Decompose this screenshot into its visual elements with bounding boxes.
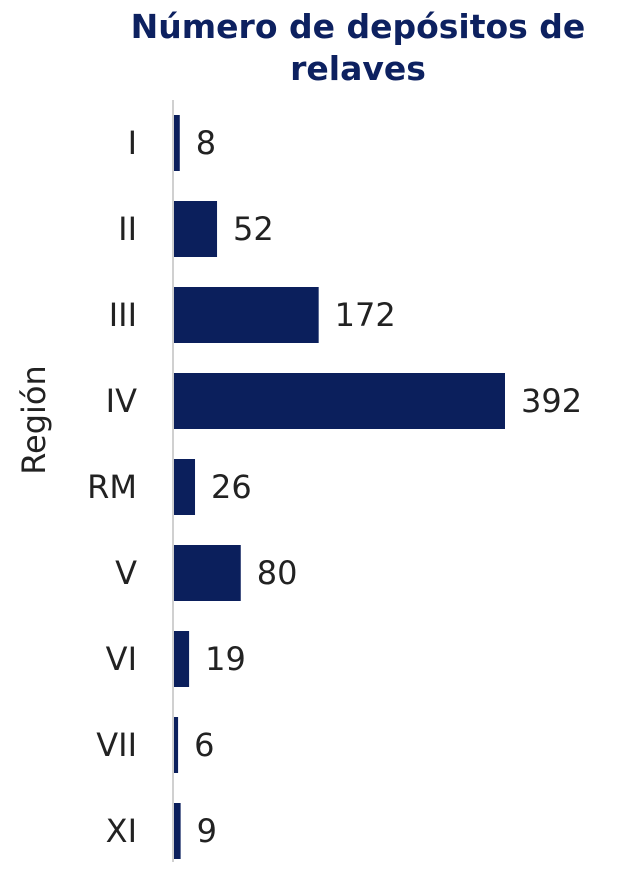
value-label: 8 bbox=[196, 124, 216, 162]
bar bbox=[174, 459, 196, 515]
y-tick-label: III bbox=[109, 296, 137, 334]
y-axis-label: Región bbox=[15, 365, 53, 475]
value-label: 80 bbox=[257, 554, 298, 592]
value-label: 26 bbox=[211, 468, 252, 506]
bar bbox=[174, 631, 190, 687]
y-tick-label: IV bbox=[106, 382, 137, 420]
value-label: 172 bbox=[335, 296, 396, 334]
y-tick-label: I bbox=[128, 124, 137, 162]
value-label: 6 bbox=[194, 726, 214, 764]
y-tick-label: VII bbox=[96, 726, 137, 764]
bar bbox=[174, 201, 218, 257]
bar bbox=[174, 545, 241, 601]
y-tick-label: RM bbox=[87, 468, 137, 506]
bar bbox=[174, 717, 179, 773]
bar bbox=[174, 115, 180, 171]
value-label: 52 bbox=[233, 210, 274, 248]
y-tick-label: VI bbox=[106, 640, 137, 678]
bar bbox=[174, 373, 505, 429]
value-label: 9 bbox=[197, 812, 217, 850]
y-tick-label: V bbox=[115, 554, 137, 592]
bar bbox=[174, 803, 181, 859]
value-label: 392 bbox=[521, 382, 582, 420]
chart-title: Número de depósitos de relaves bbox=[130, 7, 586, 88]
value-label: 19 bbox=[205, 640, 246, 678]
y-tick-label: II bbox=[118, 210, 137, 248]
bar bbox=[174, 287, 319, 343]
y-tick-label: XI bbox=[106, 812, 137, 850]
